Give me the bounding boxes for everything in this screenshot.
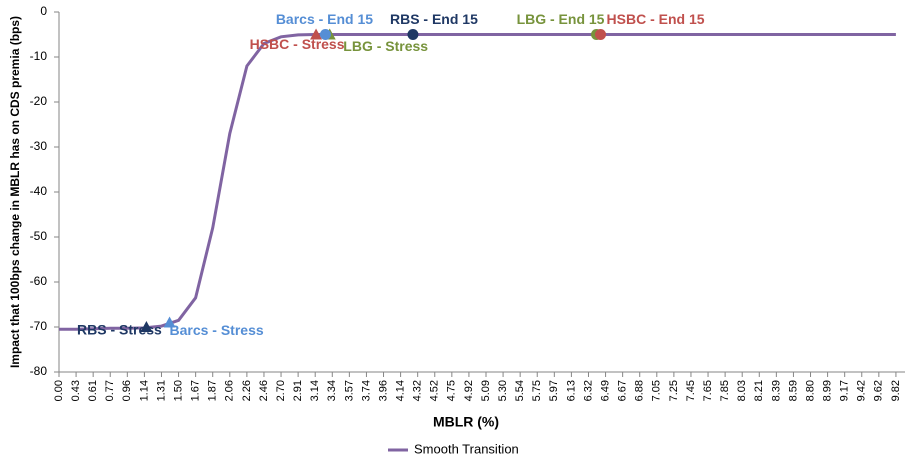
point-marker	[140, 321, 153, 332]
x-tick-label: 9.62	[873, 380, 885, 401]
x-tick-label: 4.92	[463, 380, 475, 401]
x-tick-label: 5.09	[480, 380, 492, 401]
x-tick-label: 7.05	[651, 380, 663, 401]
x-tick-label: 2.46	[258, 380, 270, 401]
x-tick-label: 2.70	[275, 380, 287, 401]
x-tick-label: 7.65	[702, 380, 714, 401]
x-tick-label: 2.26	[241, 380, 253, 401]
x-tick-label: 6.13	[565, 380, 577, 401]
y-tick-label: -70	[30, 319, 48, 333]
point-label: LBG - End 15	[517, 11, 605, 27]
point-marker	[595, 29, 607, 40]
y-axis-title: Impact that 100bps change in MBLR has on…	[8, 16, 22, 368]
x-tick-label: 6.67	[617, 380, 629, 401]
x-tick-label: 3.34	[326, 380, 338, 401]
y-tick-label: 0	[40, 4, 47, 18]
x-tick-label: 5.75	[531, 380, 543, 401]
x-tick-label: 7.85	[719, 380, 731, 401]
x-tick-label: 0.00	[53, 380, 65, 401]
x-tick-label: 4.52	[429, 380, 441, 401]
legend-label: Smooth Transition	[414, 441, 519, 456]
x-tick-label: 9.82	[890, 380, 902, 401]
y-tick-label: -40	[30, 184, 48, 198]
y-tick-label: -60	[30, 274, 48, 288]
x-tick-label: 1.87	[207, 380, 219, 401]
point-label: RBS - Stress	[77, 322, 162, 338]
x-tick-label: 5.97	[548, 380, 560, 401]
x-tick-label: 5.54	[514, 380, 526, 401]
x-tick-label: 7.25	[668, 380, 680, 401]
x-tick-label: 0.96	[121, 380, 133, 401]
x-tick-label: 1.50	[172, 380, 184, 401]
line-series	[59, 33, 896, 331]
x-tick-label: 6.88	[634, 380, 646, 401]
x-tick-label: 3.96	[377, 380, 389, 401]
y-tick-label: -30	[30, 139, 48, 153]
x-tick-label: 8.99	[822, 380, 834, 401]
x-tick-label: 4.32	[412, 380, 424, 401]
x-tick-label: 6.49	[599, 380, 611, 401]
point-marker	[310, 28, 323, 40]
y-tick-label: -20	[30, 94, 48, 108]
x-tick-label: 3.57	[343, 380, 355, 401]
point-marker	[407, 29, 419, 40]
y-tick-label: -80	[30, 364, 48, 378]
x-tick-label: 9.42	[856, 380, 868, 401]
x-tick-label: 0.43	[70, 380, 82, 401]
point-label: Barcs - Stress	[169, 322, 263, 338]
x-tick-label: 4.14	[395, 380, 407, 401]
y-tick-label: -10	[30, 49, 48, 63]
x-tick-label: 3.14	[309, 380, 321, 401]
x-tick-label: 0.61	[87, 380, 99, 401]
point-label: RBS - End 15	[390, 11, 478, 27]
x-tick-label: 9.17	[839, 380, 851, 401]
point-marker	[163, 316, 176, 328]
point-label: HSBC - End 15	[607, 11, 705, 27]
x-tick-label: 3.74	[360, 380, 372, 401]
x-tick-label: 5.30	[497, 380, 509, 401]
x-tick-label: 8.39	[770, 380, 782, 401]
x-tick-label: 2.06	[224, 380, 236, 401]
x-tick-label: 1.67	[190, 380, 202, 401]
x-tick-label: 8.59	[787, 380, 799, 401]
point-marker	[319, 29, 331, 40]
x-tick-label: 6.32	[582, 380, 594, 401]
x-tick-label: 8.80	[804, 380, 816, 401]
x-tick-label: 2.91	[292, 380, 304, 401]
x-axis-title: MBLR (%)	[433, 414, 499, 430]
x-tick-label: 4.75	[446, 380, 458, 401]
x-tick-label: 1.31	[155, 380, 167, 401]
x-tick-label: 1.14	[138, 380, 150, 401]
point-label: Barcs - End 15	[276, 11, 373, 27]
y-tick-label: -50	[30, 229, 48, 243]
x-tick-label: 7.45	[685, 380, 697, 401]
point-label: HSBC - Stress	[250, 36, 345, 52]
x-tick-label: 0.77	[104, 380, 116, 401]
x-tick-label: 8.03	[736, 380, 748, 401]
point-label: LBG - Stress	[343, 38, 428, 54]
x-tick-label: 8.21	[753, 380, 765, 401]
